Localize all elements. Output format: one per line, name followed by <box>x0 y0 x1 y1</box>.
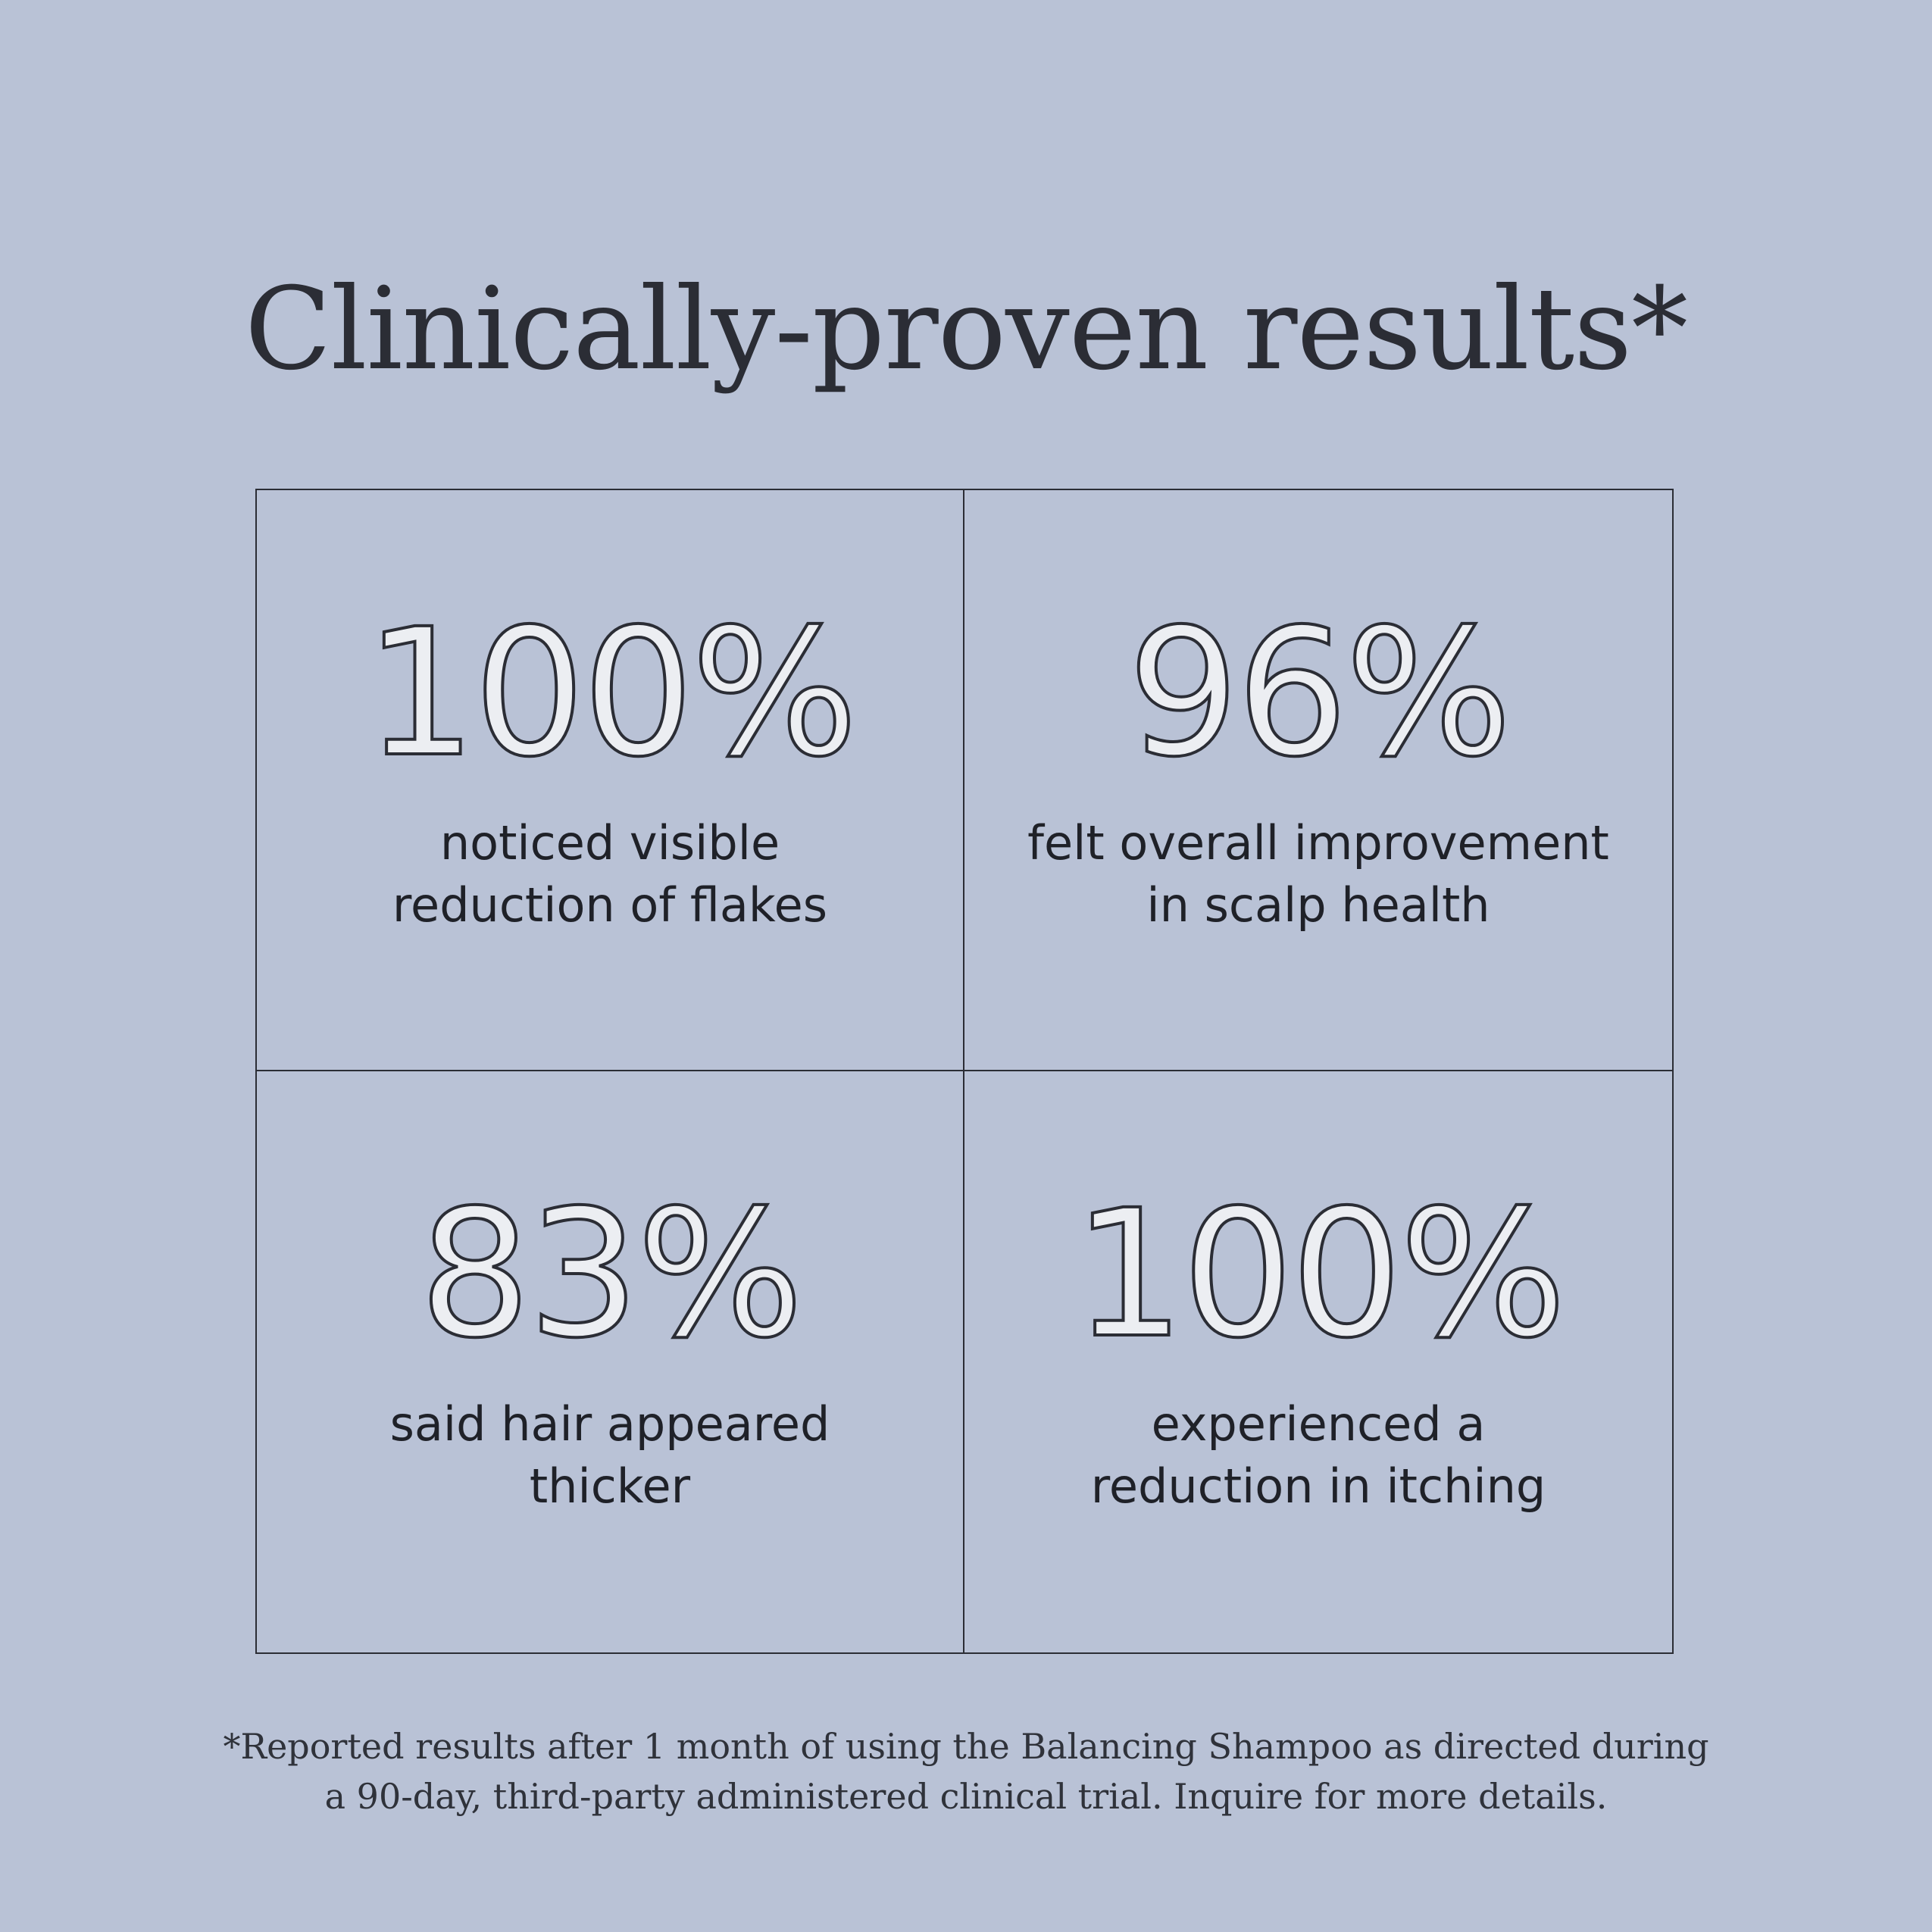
stat-card-scalp-health: 96% felt overall improvement in scalp he… <box>964 490 1672 1071</box>
stat-caption-line: said hair appeared <box>389 1396 830 1452</box>
stat-value: 100% <box>1071 1172 1568 1377</box>
stat-value: 100% <box>363 591 859 796</box>
footnote-line: a 90-day, third-party administered clini… <box>324 1776 1608 1817</box>
stat-caption: noticed visible reduction of flakes <box>257 812 963 936</box>
stat-card-itching: 100% experienced a reduction in itching <box>964 1071 1672 1652</box>
footnote: *Reported results after 1 month of using… <box>0 1721 1932 1821</box>
stats-grid: 100% noticed visible reduction of flakes… <box>255 489 1674 1654</box>
stat-value: 96% <box>1126 591 1514 796</box>
stat-caption: said hair appeared thicker <box>257 1393 963 1518</box>
stat-caption-line: in scalp health <box>1146 877 1490 933</box>
page-title: Clinically-proven results* <box>244 264 1688 395</box>
stat-caption-line: reduction in itching <box>1090 1458 1546 1514</box>
stat-caption-line: experienced a <box>1151 1396 1486 1452</box>
stat-value: 83% <box>417 1172 805 1377</box>
footnote-line: *Reported results after 1 month of using… <box>223 1726 1709 1767</box>
stat-caption: felt overall improvement in scalp health <box>964 812 1672 936</box>
stat-card-thicker-hair: 83% said hair appeared thicker <box>257 1071 964 1652</box>
stat-caption-line: noticed visible <box>439 815 780 871</box>
stat-caption-line: reduction of flakes <box>392 877 828 933</box>
stat-card-flakes: 100% noticed visible reduction of flakes <box>257 490 964 1071</box>
stat-caption-line: felt overall improvement <box>1027 815 1609 871</box>
stat-caption-line: thicker <box>529 1458 691 1514</box>
stat-caption: experienced a reduction in itching <box>964 1393 1672 1518</box>
